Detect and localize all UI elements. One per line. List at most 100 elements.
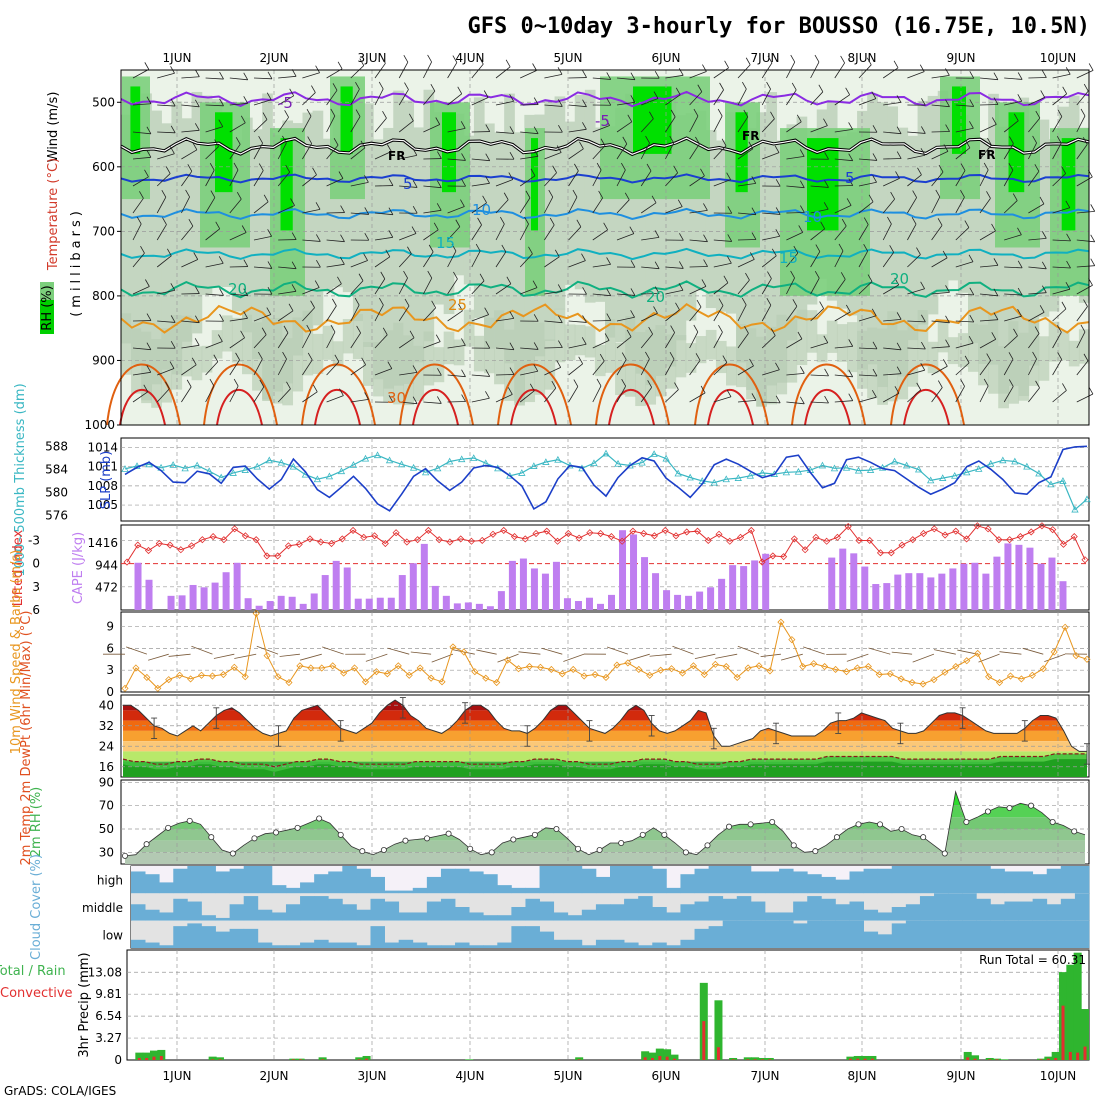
cape-bar	[134, 562, 142, 610]
cape-bar	[960, 563, 968, 610]
wind-barb-shaft	[858, 374, 877, 377]
wind-barb-flag	[461, 394, 466, 402]
lifted-index-point	[274, 552, 282, 560]
contour-label-20-a: 20	[228, 280, 247, 298]
isotherm-35-lobe	[119, 388, 166, 426]
thickness-point	[181, 464, 189, 472]
slp-ylabel: SLP (mb)	[99, 451, 114, 510]
wind-barb-shaft	[1028, 97, 1045, 106]
wind-barb-shaft	[350, 332, 361, 349]
thickness-point	[470, 454, 478, 461]
wind10m-barb	[737, 645, 760, 655]
rh-gray-cell	[534, 322, 546, 395]
rh-gray-cell	[756, 112, 767, 407]
rh2m-point	[424, 835, 431, 842]
lifted-index-point	[790, 535, 798, 543]
cloud-cell-low	[271, 945, 287, 948]
rh-gray-cell	[504, 329, 515, 401]
rh-gray-cell	[383, 127, 394, 389]
wind-barb-shaft	[786, 185, 805, 189]
wind-barb-flag	[258, 163, 264, 171]
wind-barb-flag	[1062, 86, 1068, 94]
wind-barb-shaft	[979, 144, 992, 160]
cloud-cell-low	[553, 939, 569, 948]
thickness-point	[325, 472, 334, 480]
lifted-index-ytick-6: 6	[32, 603, 40, 617]
cloud-cell-low	[426, 945, 442, 948]
wind-barb-flag	[960, 190, 965, 198]
rh-gray-cell	[161, 123, 173, 370]
wind-barb-flag	[743, 109, 749, 118]
rh2m-point	[898, 826, 905, 833]
wind-barb-flag	[674, 382, 679, 390]
rh2m-point	[639, 831, 646, 838]
wind-barb-shaft	[277, 358, 287, 376]
wind-barb-shaft	[544, 73, 563, 79]
cape-bar	[464, 602, 472, 610]
rh-gray-cell	[917, 310, 929, 367]
wind-barb-shaft	[616, 199, 630, 214]
wind-barb-shaft	[302, 174, 317, 187]
wind-barb-shaft	[907, 320, 926, 323]
rh2m-point	[380, 847, 387, 854]
dewpoint-line	[122, 753, 1087, 768]
cloud-cell-middle	[173, 898, 188, 921]
wind-barb-shaft	[1004, 100, 1022, 106]
slp-ytick-1014: 1014	[87, 441, 118, 455]
wind-barb-flag	[774, 145, 780, 153]
wind-barb-shaft	[665, 289, 684, 295]
precip-convective-bar	[863, 1058, 867, 1060]
cloud-cell-low	[863, 931, 879, 948]
wind-barb-shaft	[979, 77, 998, 81]
lifted-index-point	[349, 526, 357, 534]
wind-barb-flag	[770, 111, 775, 120]
wind-barb-flag	[700, 168, 705, 177]
wind-barb-flag	[385, 249, 391, 257]
wind-barb-flag	[1013, 113, 1019, 121]
wind-barb-shaft	[858, 181, 877, 187]
cloud-cell-middle	[934, 893, 949, 921]
wind-barb-shaft	[326, 263, 345, 268]
cape-bar	[608, 594, 616, 610]
cloud-cell-high	[793, 871, 808, 894]
wind-barb-flag	[823, 335, 829, 343]
cloud-cell-low	[285, 945, 301, 948]
wind-barb-flag	[696, 299, 702, 308]
isotherm-30-lobe	[694, 363, 769, 426]
lifted-index-point	[780, 553, 788, 561]
wind-barb-flag	[503, 192, 509, 200]
wind-barb-shaft	[834, 158, 853, 162]
precip-total-bar	[1000, 1059, 1009, 1060]
thickness-ylabel: 1000~500mb Thickness (dm)	[13, 383, 28, 576]
wind-barb-shaft	[205, 170, 215, 187]
cloud-cell-low	[666, 945, 681, 948]
wind-barb-shaft	[616, 386, 627, 403]
wind-barb-flag	[311, 85, 316, 93]
rh-gray-cell	[484, 123, 495, 349]
cloud-cell-low	[398, 939, 414, 948]
wind-barb-flag	[993, 288, 999, 296]
wind-barb-flag	[213, 354, 219, 362]
precip-convective-bar	[299, 1059, 303, 1060]
wind10m-point	[919, 680, 927, 688]
rh-gray-cell	[957, 114, 969, 293]
wind-barb-flag	[675, 87, 681, 95]
wind-barb-flag	[649, 111, 654, 119]
wind-barb-shaft	[374, 236, 393, 241]
wind-barb-shaft	[544, 320, 563, 324]
wind-barb-flag	[337, 61, 343, 70]
thickness-slp-frame	[120, 437, 1090, 522]
cloud-cell-middle	[525, 898, 540, 921]
wind-barb-flag	[621, 379, 627, 387]
cloud-cell-middle	[595, 904, 611, 921]
cloud-cell-high	[370, 876, 385, 894]
wind-barb-flag	[624, 192, 630, 201]
thickness-point	[590, 459, 598, 467]
wind-barb-flag	[1034, 164, 1040, 172]
rh-gray-cell	[151, 110, 162, 385]
wind10m-point	[908, 678, 916, 687]
precip-ytick-9.81: 9.81	[95, 987, 122, 1001]
wind-barb-shaft	[616, 359, 627, 376]
cape-bar	[707, 587, 715, 610]
